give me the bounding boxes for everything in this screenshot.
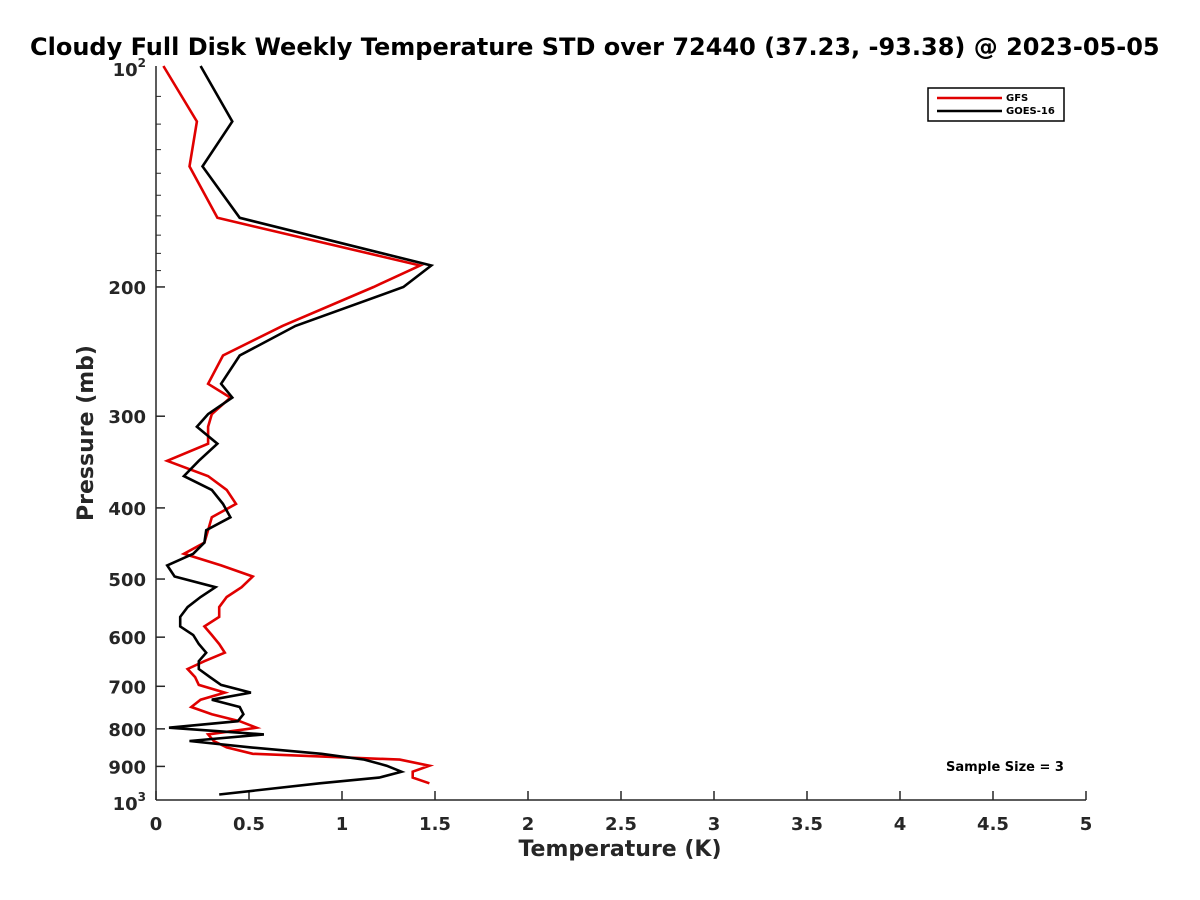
y-tick-label: 200 — [108, 278, 146, 299]
x-tick-label: 4 — [894, 814, 907, 835]
x-tick-label: 4.5 — [977, 814, 1009, 835]
y-tick-label: 700 — [108, 677, 146, 698]
series-line-gfs — [162, 65, 435, 785]
x-tick-label: 3.5 — [791, 814, 823, 835]
series-line-goes16 — [165, 65, 435, 796]
x-tick-label: 5 — [1080, 814, 1093, 835]
x-axis-ticks: 0 0.5 1 1.5 2 2.5 3 3.5 4 4.5 5 — [150, 791, 1093, 835]
y-tick-label: 300 — [108, 407, 146, 428]
chart-title: Cloudy Full Disk Weekly Temperature STD … — [30, 33, 1160, 61]
y-tick-label: 500 — [108, 570, 146, 591]
legend-label-gfs: GFS — [1006, 93, 1028, 104]
sample-size-annotation: Sample Size = 3 — [946, 760, 1064, 775]
x-tick-label: 3 — [708, 814, 721, 835]
x-tick-label: 2.5 — [605, 814, 637, 835]
legend-label-goes16: GOES-16 — [1006, 106, 1055, 117]
x-axis-label: Temperature (K) — [518, 837, 721, 862]
y-tick-label: 400 — [108, 499, 146, 520]
y-tick-label: 800 — [108, 720, 146, 741]
y-tick-label: 900 — [108, 757, 146, 778]
series-lines — [162, 65, 435, 796]
y-axis-label: Pressure (mb) — [74, 345, 99, 521]
x-tick-label: 0.5 — [233, 814, 265, 835]
x-tick-label: 1 — [336, 814, 349, 835]
x-tick-label: 1.5 — [419, 814, 451, 835]
y-tick-label: 600 — [108, 628, 146, 649]
x-tick-label: 0 — [150, 814, 163, 835]
y-tick-label-top: 102 — [113, 56, 146, 81]
y-axis-ticks: 200 300 400 500 600 700 800 900 102 103 — [108, 56, 165, 815]
y-tick-label-bottom: 103 — [113, 790, 146, 815]
chart-legend: GFS GOES-16 — [927, 87, 1065, 122]
legend-box — [927, 87, 1065, 122]
plot-axes — [155, 66, 1086, 801]
x-tick-label: 2 — [522, 814, 535, 835]
